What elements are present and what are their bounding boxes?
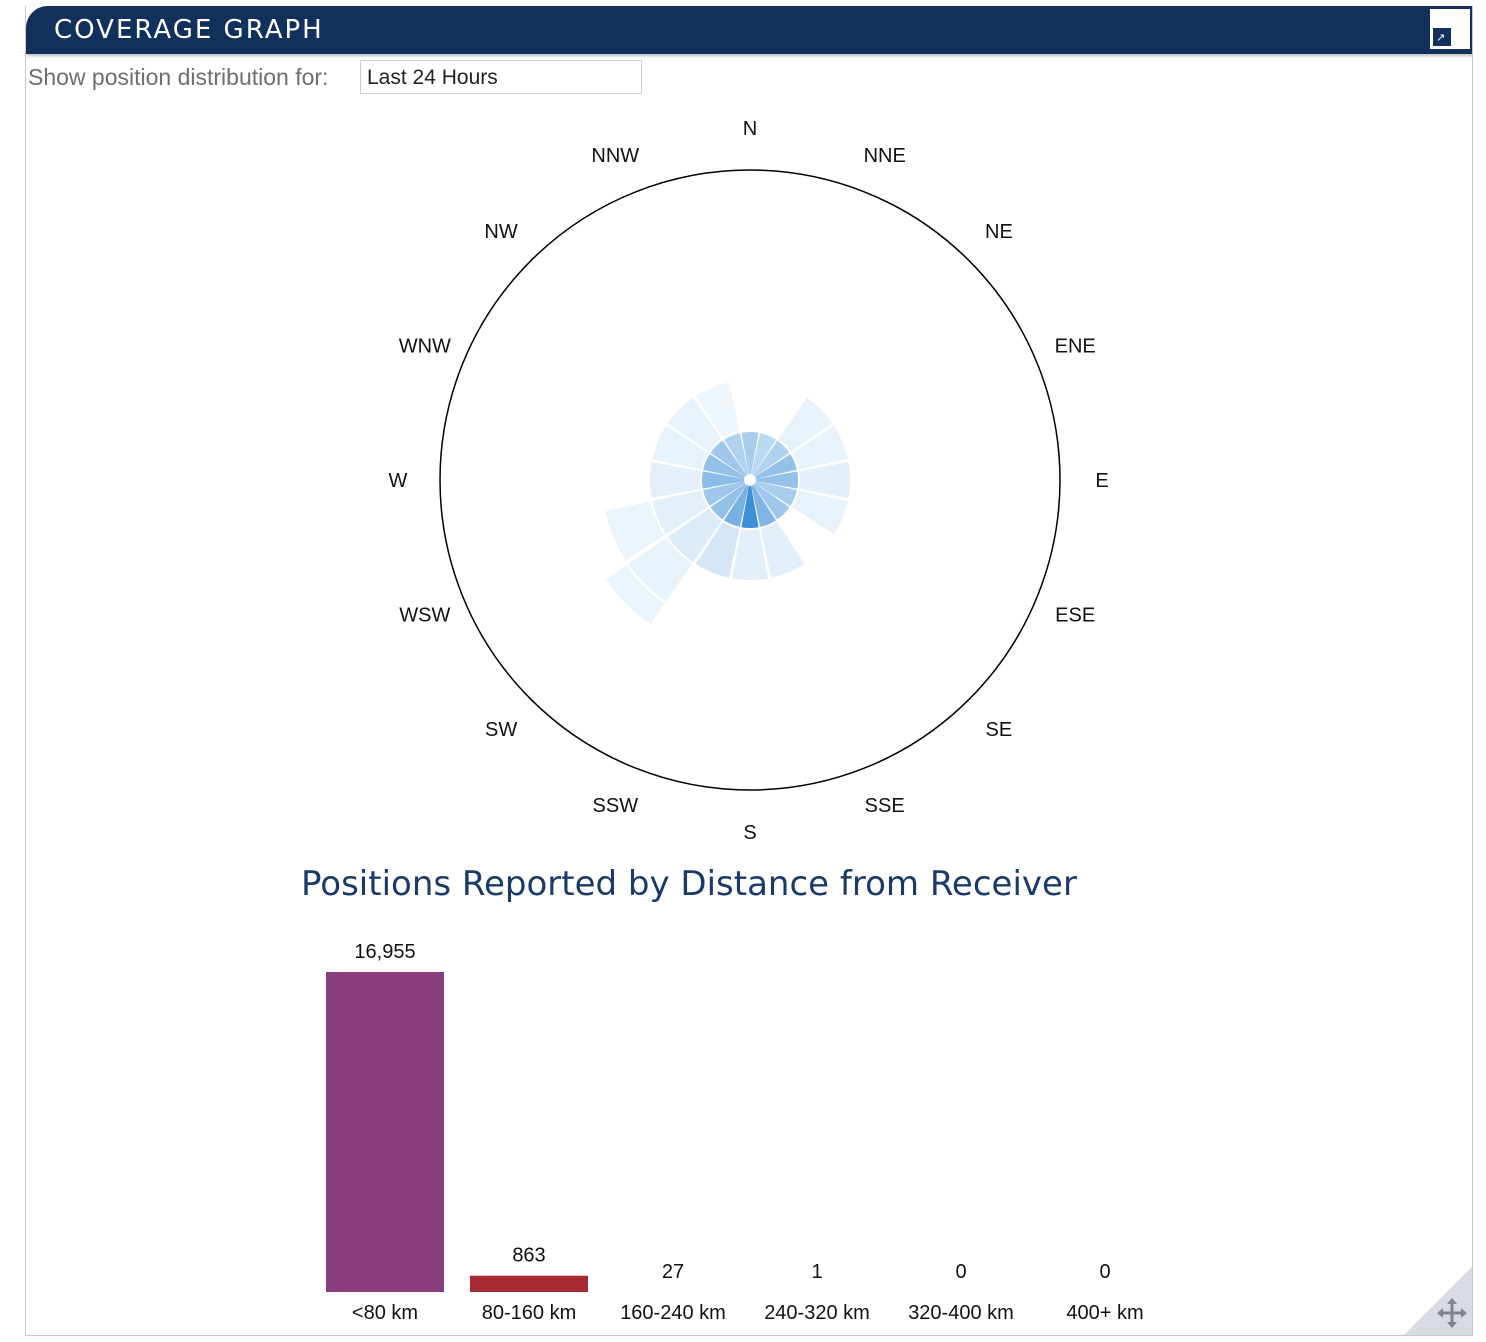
rose-sector-sse-1 <box>751 485 777 527</box>
coverage-rose-chart: N NNE NE ENE E ESE SE SSE S SSW SW WSW W WNW NW NNW <box>389 118 1109 844</box>
rose-sector-w-2 <box>650 462 701 498</box>
rose-sector-ssw-2 <box>695 522 740 578</box>
direction-label-ese: ESE <box>1055 605 1095 627</box>
rose-sector-wsw-2 <box>652 490 708 535</box>
rose-sector-ene-1 <box>755 453 797 479</box>
rose-sector-wnw-1 <box>703 453 745 479</box>
rose-sector-ese-2 <box>792 490 848 535</box>
direction-label-nnw: NNW <box>591 145 639 167</box>
rose-sector-w-1 <box>701 471 745 489</box>
rose-direction-labels: N NNE NE ENE E ESE SE SSE S SSW SW WSW W WNW NW NNW <box>389 118 1109 844</box>
direction-label-ne: NE <box>985 221 1013 243</box>
widget-header: COVERAGE GRAPH ↗ <box>26 6 1472 54</box>
rose-sector-sse-2 <box>760 522 805 578</box>
direction-label-w: W <box>389 470 408 492</box>
direction-label-se: SE <box>986 719 1013 741</box>
rose-outer-circle <box>439 169 1061 791</box>
rose-sector-ne-1 <box>753 440 790 477</box>
rose-sector-sw-1 <box>710 483 747 520</box>
bar-category-label: 400+ km <box>1066 1302 1143 1324</box>
rose-sector-wsw-1 <box>703 481 745 507</box>
expand-icon <box>1433 28 1451 46</box>
rose-sector-se-1 <box>753 483 790 520</box>
bar-value-label: 1 <box>811 1261 822 1283</box>
filter-label: Show position distribution for: <box>28 64 329 90</box>
bar-category-label: <80 km <box>352 1302 418 1324</box>
direction-label-ssw: SSW <box>593 795 639 817</box>
bar-2 <box>470 1275 588 1292</box>
rose-sector-n-1 <box>741 431 759 475</box>
bar-value-label: 27 <box>662 1261 684 1283</box>
direction-label-nw: NW <box>484 221 517 243</box>
rose-sector-nne-1 <box>751 433 777 475</box>
bar-category-label: 80-160 km <box>482 1302 577 1324</box>
direction-label-s: S <box>743 822 756 844</box>
widget-title: COVERAGE GRAPH <box>54 15 324 45</box>
rose-sector-ne-2 <box>778 397 833 452</box>
rose-sector-e-1 <box>755 471 798 489</box>
direction-label-e: E <box>1095 470 1108 492</box>
rose-sector-nw-1 <box>710 440 747 477</box>
rose-sector-sw-3 <box>628 537 693 602</box>
bar-value-label: 0 <box>1099 1261 1110 1283</box>
direction-label-n: N <box>743 118 757 140</box>
distance-bar-chart: 16,955 <80 km 863 80-160 km 27 160-240 km 1 240… <box>326 941 1144 1324</box>
direction-label-ene: ENE <box>1055 335 1096 357</box>
expand-button[interactable]: ↗ <box>1430 9 1470 49</box>
rose-sectors <box>605 382 850 624</box>
bar-chart-title: Positions Reported by Distance from Rece… <box>301 864 1077 904</box>
rose-sector-nw-2 <box>667 397 722 452</box>
direction-label-sw: SW <box>485 719 517 741</box>
bar-value-label: 863 <box>512 1245 545 1267</box>
rose-sector-e-2 <box>799 462 850 498</box>
direction-label-nne: NNE <box>864 145 906 167</box>
rose-sector-s-2 <box>732 529 768 580</box>
rose-sector-ese-1 <box>755 481 797 507</box>
bar-1 <box>326 972 444 1292</box>
rose-sector-ssw-1 <box>723 485 749 527</box>
rose-sector-ene-2 <box>792 425 848 470</box>
bar-category-label: 160-240 km <box>620 1302 726 1324</box>
rose-sector-wnw-2 <box>652 425 708 470</box>
rose-sector-nnw-1 <box>723 433 749 475</box>
coverage-graph-widget: COVERAGE GRAPH ↗ Show position distribut… <box>25 6 1473 1336</box>
rose-sector-wsw-3 <box>605 501 665 561</box>
direction-label-wsw: WSW <box>399 605 450 627</box>
direction-label-sse: SSE <box>865 795 905 817</box>
bar-value-label: 16,955 <box>354 941 415 963</box>
time-range-select[interactable]: Last 24 Hours <box>360 60 642 94</box>
rose-sector-s-1 <box>741 485 759 528</box>
bar-value-label: 0 <box>955 1261 966 1283</box>
bar-category-label: 320-400 km <box>908 1302 1014 1324</box>
rose-sector-nnw-2 <box>695 382 740 438</box>
rose-sector-sw-2 <box>667 508 722 563</box>
move-icon[interactable] <box>1404 1267 1472 1335</box>
rose-sector-sw-4 <box>606 565 665 624</box>
direction-label-wnw: WNW <box>399 335 451 357</box>
bar-category-label: 240-320 km <box>764 1302 870 1324</box>
